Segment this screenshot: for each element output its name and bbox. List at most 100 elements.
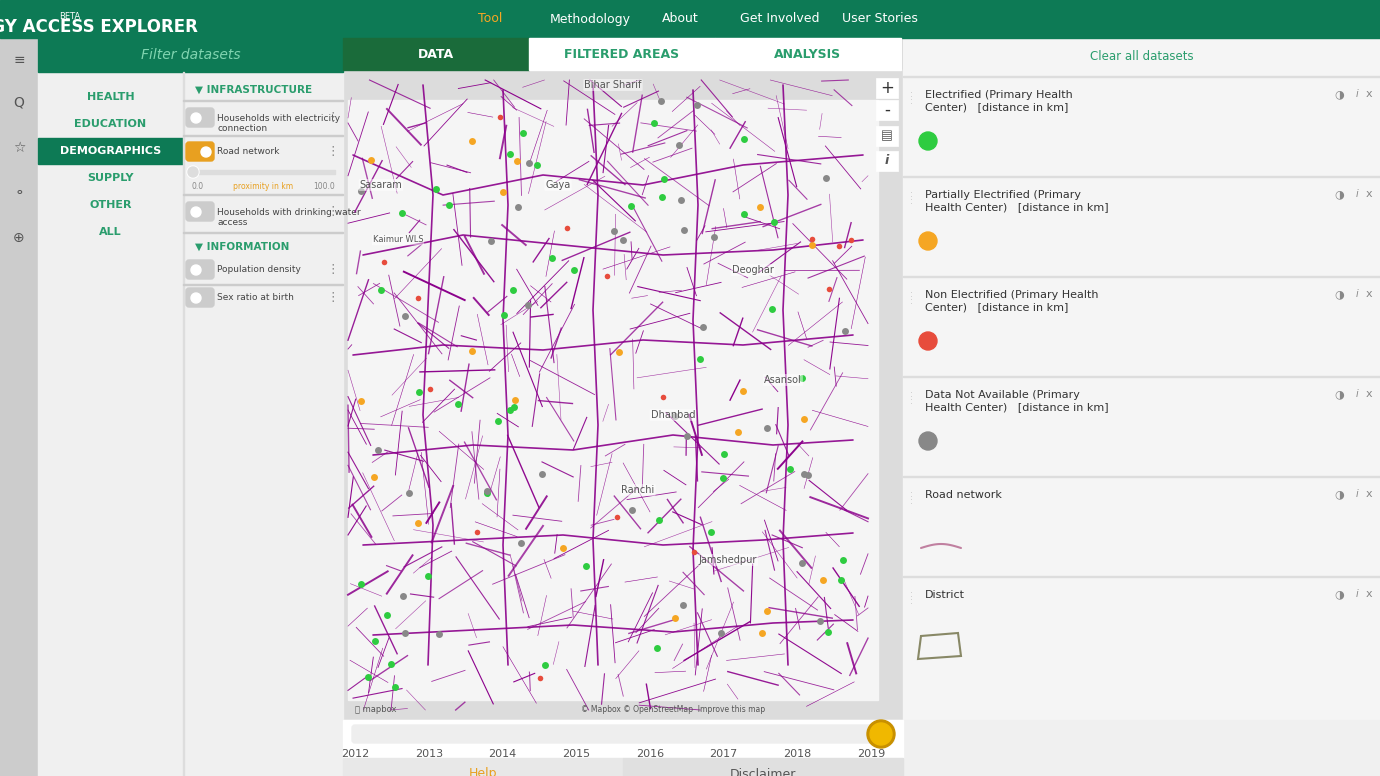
Text: Help: Help bbox=[469, 767, 497, 776]
Text: About: About bbox=[661, 12, 698, 26]
Text: i: i bbox=[1355, 289, 1358, 299]
Text: Tool: Tool bbox=[477, 12, 502, 26]
Text: ▼ INFORMATION: ▼ INFORMATION bbox=[195, 242, 290, 252]
Bar bbox=[190, 170, 335, 174]
Text: Disclaimer: Disclaimer bbox=[730, 767, 796, 776]
Text: ▤: ▤ bbox=[880, 130, 893, 143]
Text: Health Center)   [distance in km]: Health Center) [distance in km] bbox=[925, 402, 1108, 412]
Bar bbox=[903, 38, 1380, 776]
Text: Road network: Road network bbox=[217, 147, 279, 157]
Text: ◑: ◑ bbox=[1334, 589, 1344, 599]
Bar bbox=[715, 38, 901, 70]
Bar bbox=[39, 138, 184, 164]
Bar bbox=[876, 100, 898, 120]
FancyBboxPatch shape bbox=[186, 142, 214, 161]
Circle shape bbox=[919, 332, 937, 350]
FancyBboxPatch shape bbox=[186, 108, 214, 127]
Bar bbox=[529, 38, 715, 70]
Text: © Mapbox © OpenStreetMap  Improve this map: © Mapbox © OpenStreetMap Improve this ma… bbox=[581, 705, 765, 715]
Text: Get Involved: Get Involved bbox=[740, 12, 820, 26]
Text: Non Electrified (Primary Health: Non Electrified (Primary Health bbox=[925, 290, 1098, 300]
Text: Center)   [distance in km]: Center) [distance in km] bbox=[925, 102, 1068, 112]
Bar bbox=[344, 70, 903, 720]
Text: ⋮: ⋮ bbox=[327, 112, 339, 124]
Circle shape bbox=[867, 720, 896, 748]
Bar bbox=[0, 38, 39, 776]
Text: x: x bbox=[1365, 289, 1372, 299]
Text: x: x bbox=[1365, 189, 1372, 199]
Text: Q: Q bbox=[14, 96, 25, 110]
Text: Road network: Road network bbox=[925, 490, 1002, 500]
Text: x: x bbox=[1365, 389, 1372, 399]
Circle shape bbox=[190, 113, 201, 123]
Bar bbox=[190, 170, 193, 174]
Text: Sasaram: Sasaram bbox=[360, 180, 403, 190]
Text: 2018: 2018 bbox=[784, 749, 811, 759]
Bar bbox=[876, 126, 898, 146]
Text: Filter datasets: Filter datasets bbox=[141, 48, 240, 62]
Bar bbox=[903, 476, 1380, 477]
Text: Sex ratio at birth: Sex ratio at birth bbox=[217, 293, 294, 303]
Text: Households with drinking water: Households with drinking water bbox=[217, 208, 360, 217]
Text: Population density: Population density bbox=[217, 265, 301, 275]
Text: :
:: : : bbox=[909, 590, 912, 606]
Bar bbox=[903, 176, 1380, 177]
Text: proximity in km: proximity in km bbox=[233, 182, 293, 191]
Text: 2014: 2014 bbox=[489, 749, 516, 759]
Text: Dhanbad: Dhanbad bbox=[651, 410, 696, 420]
Text: Asansol: Asansol bbox=[765, 375, 802, 385]
Circle shape bbox=[190, 293, 201, 303]
Circle shape bbox=[201, 147, 211, 157]
Text: 2012: 2012 bbox=[341, 749, 368, 759]
FancyBboxPatch shape bbox=[186, 288, 214, 307]
Bar bbox=[622, 758, 903, 776]
Text: ENERGY ACCESS EXPLORER: ENERGY ACCESS EXPLORER bbox=[0, 18, 197, 36]
Bar bbox=[344, 38, 529, 70]
Text: District: District bbox=[925, 590, 965, 600]
Bar bbox=[344, 758, 622, 776]
Text: ◑: ◑ bbox=[1334, 389, 1344, 399]
Text: BETA: BETA bbox=[59, 12, 80, 21]
Bar bbox=[903, 276, 1380, 277]
Bar bbox=[903, 76, 1380, 77]
Text: x: x bbox=[1365, 89, 1372, 99]
Text: SUPPLY: SUPPLY bbox=[87, 173, 134, 183]
Text: 100.0: 100.0 bbox=[313, 182, 335, 191]
Text: i: i bbox=[885, 154, 889, 168]
Text: ◑: ◑ bbox=[1334, 89, 1344, 99]
Text: 2019: 2019 bbox=[857, 749, 885, 759]
Text: x: x bbox=[1365, 489, 1372, 499]
Text: ◑: ◑ bbox=[1334, 489, 1344, 499]
Text: ⋮: ⋮ bbox=[327, 146, 339, 158]
Text: ◑: ◑ bbox=[1334, 289, 1344, 299]
Text: 2015: 2015 bbox=[562, 749, 591, 759]
Bar bbox=[876, 78, 898, 98]
Text: ≡: ≡ bbox=[14, 53, 25, 67]
Text: ALL: ALL bbox=[99, 227, 121, 237]
Text: OTHER: OTHER bbox=[90, 200, 131, 210]
Text: Jamshedpur: Jamshedpur bbox=[698, 555, 758, 565]
Text: ⋮: ⋮ bbox=[327, 206, 339, 219]
Text: DATA: DATA bbox=[418, 47, 454, 61]
Text: i: i bbox=[1355, 89, 1358, 99]
Text: x: x bbox=[1365, 589, 1372, 599]
Text: User Stories: User Stories bbox=[842, 12, 918, 26]
Text: Health Center)   [distance in km]: Health Center) [distance in km] bbox=[925, 202, 1108, 212]
Text: ◑: ◑ bbox=[1334, 189, 1344, 199]
Text: Ranchi: Ranchi bbox=[621, 485, 654, 495]
Text: i: i bbox=[1355, 189, 1358, 199]
Text: access: access bbox=[217, 218, 247, 227]
Text: 2017: 2017 bbox=[709, 749, 738, 759]
Text: ⋮: ⋮ bbox=[327, 264, 339, 276]
Circle shape bbox=[188, 167, 197, 177]
Text: FILTERED AREAS: FILTERED AREAS bbox=[564, 47, 679, 61]
Text: 2016: 2016 bbox=[636, 749, 664, 759]
Text: Kaimur WLS: Kaimur WLS bbox=[373, 235, 424, 244]
Bar bbox=[903, 576, 1380, 577]
Text: Electrified (Primary Health: Electrified (Primary Health bbox=[925, 90, 1072, 100]
Circle shape bbox=[190, 265, 201, 275]
Bar bbox=[903, 376, 1380, 377]
Text: i: i bbox=[1355, 589, 1358, 599]
Circle shape bbox=[919, 132, 937, 150]
FancyBboxPatch shape bbox=[352, 725, 894, 743]
